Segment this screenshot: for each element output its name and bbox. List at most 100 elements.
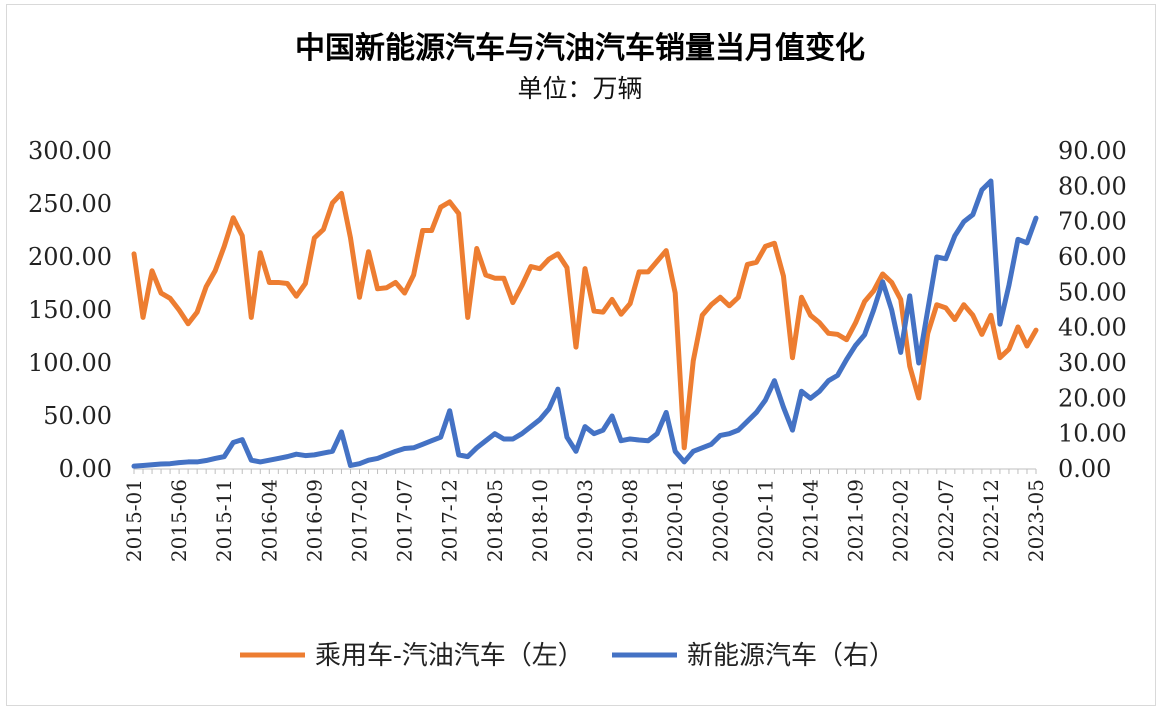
series-layer bbox=[131, 178, 1039, 469]
data-point-gasoline bbox=[357, 295, 362, 300]
data-point-gasoline bbox=[826, 331, 831, 336]
data-point-nev bbox=[420, 442, 425, 447]
data-point-gasoline bbox=[1024, 343, 1030, 349]
x-axis: 2015-01 2015-06 2015-11 2016-04 2016-09 2017-… bbox=[122, 468, 1048, 562]
data-point-nev bbox=[898, 350, 903, 355]
data-point-gasoline bbox=[564, 265, 570, 270]
data-point-gasoline bbox=[700, 313, 705, 318]
data-point-gasoline bbox=[718, 295, 723, 300]
data-point-nev bbox=[222, 454, 227, 459]
data-point-nev bbox=[474, 445, 479, 450]
data-point-nev bbox=[131, 463, 137, 469]
data-point-gasoline bbox=[1015, 324, 1021, 330]
data-point-nev bbox=[149, 462, 155, 467]
right-tick-label: 40.00 bbox=[1058, 314, 1127, 342]
data-point-nev bbox=[627, 436, 633, 442]
data-point-nev bbox=[979, 187, 985, 193]
data-point-nev bbox=[907, 293, 912, 299]
x-tick-label: 2015-06 bbox=[167, 479, 191, 562]
x-tick-label: 2015-11 bbox=[212, 479, 236, 562]
data-point-nev bbox=[772, 378, 777, 383]
data-point-nev bbox=[880, 279, 885, 284]
legend-label-nev: 新能源汽车（右） bbox=[687, 641, 895, 671]
data-point-gasoline bbox=[312, 235, 317, 241]
data-point-nev bbox=[889, 307, 894, 313]
data-point-gasoline bbox=[185, 321, 191, 326]
right-tick-label: 20.00 bbox=[1058, 384, 1127, 412]
x-tick-label: 2022-07 bbox=[934, 479, 958, 562]
data-point-nev bbox=[285, 454, 290, 459]
data-point-gasoline bbox=[249, 315, 254, 320]
data-point-nev bbox=[555, 386, 561, 392]
chart-subtitle: 单位：万辆 bbox=[517, 74, 642, 103]
data-point-nev bbox=[673, 449, 678, 454]
data-point-gasoline bbox=[222, 244, 227, 249]
data-point-gasoline bbox=[176, 307, 182, 313]
data-point-gasoline bbox=[231, 215, 236, 220]
data-point-nev bbox=[582, 424, 588, 429]
data-point-nev bbox=[438, 435, 443, 440]
data-point-gasoline bbox=[709, 302, 714, 307]
series-line-nev bbox=[131, 178, 1039, 469]
data-point-nev bbox=[763, 397, 768, 403]
data-point-nev bbox=[826, 378, 831, 383]
data-point-gasoline bbox=[348, 235, 353, 241]
right-y-axis: 0.00 10.00 20.00 30.00 40.00 50.00 60.00 70.00 8… bbox=[1058, 137, 1127, 483]
data-point-gasoline bbox=[366, 249, 371, 254]
data-point-gasoline bbox=[736, 295, 741, 300]
data-point-gasoline bbox=[474, 246, 479, 251]
data-point-nev bbox=[384, 452, 389, 458]
data-point-nev bbox=[510, 436, 516, 442]
data-point-gasoline bbox=[997, 355, 1003, 360]
data-point-gasoline bbox=[429, 228, 434, 233]
data-point-nev bbox=[736, 427, 741, 433]
data-point-nev bbox=[321, 450, 326, 456]
data-point-nev bbox=[727, 431, 732, 436]
left-tick-label: 100.00 bbox=[28, 349, 112, 377]
data-point-gasoline bbox=[194, 309, 200, 315]
data-point-gasoline bbox=[988, 313, 994, 318]
data-point-nev bbox=[988, 178, 994, 184]
data-point-gasoline bbox=[240, 233, 245, 238]
data-point-gasoline bbox=[745, 262, 750, 267]
data-point-gasoline bbox=[140, 315, 146, 320]
chart-frame bbox=[6, 4, 1156, 706]
data-point-nev bbox=[528, 424, 534, 429]
data-point-gasoline bbox=[1033, 327, 1039, 333]
data-point-nev bbox=[393, 449, 398, 454]
data-point-gasoline bbox=[808, 313, 813, 318]
data-point-gasoline bbox=[411, 272, 416, 278]
data-point-nev bbox=[447, 408, 452, 413]
data-point-gasoline bbox=[555, 251, 561, 257]
data-point-nev bbox=[330, 449, 335, 454]
series-line-gasoline bbox=[131, 190, 1039, 451]
data-point-nev bbox=[934, 254, 939, 260]
data-point-nev bbox=[194, 459, 200, 465]
left-tick-label: 300.00 bbox=[28, 137, 112, 165]
data-point-gasoline bbox=[880, 271, 885, 277]
data-point-nev bbox=[357, 461, 362, 466]
data-point-gasoline bbox=[402, 290, 407, 296]
data-point-gasoline bbox=[258, 250, 263, 255]
data-point-nev bbox=[654, 431, 660, 436]
data-point-nev bbox=[240, 437, 245, 442]
data-point-gasoline bbox=[862, 299, 867, 304]
data-point-nev bbox=[997, 321, 1003, 327]
right-tick-label: 0.00 bbox=[1058, 455, 1111, 483]
data-point-nev bbox=[1015, 237, 1021, 242]
data-point-nev bbox=[249, 457, 254, 463]
data-point-gasoline bbox=[492, 276, 497, 281]
left-tick-label: 150.00 bbox=[28, 296, 112, 324]
data-point-gasoline bbox=[763, 244, 768, 249]
data-point-gasoline bbox=[907, 363, 912, 369]
data-point-nev bbox=[276, 456, 281, 461]
data-point-nev bbox=[429, 438, 434, 443]
x-tick-label: 2019-08 bbox=[618, 479, 642, 562]
data-point-gasoline bbox=[943, 305, 948, 311]
data-point-gasoline bbox=[294, 294, 299, 299]
x-tick-label: 2022-02 bbox=[889, 479, 913, 562]
data-point-gasoline bbox=[970, 313, 976, 318]
x-tick-label: 2018-05 bbox=[483, 479, 507, 562]
data-point-gasoline bbox=[519, 283, 525, 288]
